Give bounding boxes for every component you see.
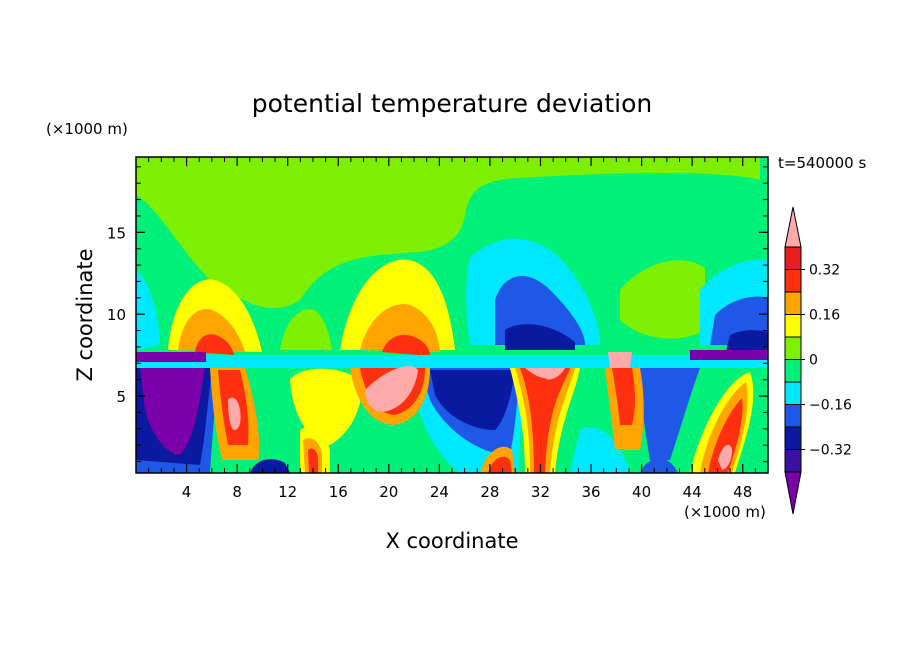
x-tick-label: 36 [581,483,600,501]
contour-region-pink-plume-5 [718,444,732,470]
plot-area [136,157,768,473]
color-legend: 0.32 0.16 0 −0.16 −0.32 [784,206,852,515]
legend-tick-label: −0.16 [809,398,852,414]
contour-region-cyan-left [136,270,160,350]
x-tick-label: 48 [733,483,752,501]
contour-region-yellow-lower-1 [290,368,362,445]
legend-color-box [784,359,802,383]
x-unit-label: (×1000 m) [684,503,766,521]
legend-color-box [784,381,802,405]
contour-region-orange-1 [178,308,245,352]
contour-region-red-2 [382,334,430,356]
y-axis-label: Z coordinate [73,248,97,381]
contour-region-upper-green [136,157,760,309]
x-tick-label: 24 [430,483,449,501]
contour-region-pink-plume-4 [608,352,632,368]
contour-region-purple-lower-left [140,368,205,455]
x-tick-label: 8 [232,483,242,501]
contour-region-pink-plume-2 [365,366,418,412]
contour-region-red-lower-2 [308,448,318,473]
x-tick-label: 28 [480,483,499,501]
y-tick-label: 5 [116,388,126,406]
x-tick-label: 32 [531,483,550,501]
contour-region-green-small [280,309,332,350]
legend-tick-label: 0.16 [809,308,840,324]
contour-region-pink-plume-1 [228,397,241,430]
contour-region-pink-plume-3 [525,368,565,380]
legend-color-box [784,246,802,270]
contour-region-red-plume-4 [612,368,635,425]
contour-region-cyan-lower-right [570,427,630,473]
legend-color-box [784,449,802,473]
legend-color-box [784,336,802,360]
legend-color-box [784,426,802,450]
time-label: t=540000 s [778,154,866,172]
x-tick-label: 16 [329,483,348,501]
legend-bottom-arrow [784,471,802,515]
legend-color-box [784,269,802,293]
contour-region-blue-bottom-2 [640,458,678,473]
contour-region-navy-mid [505,324,575,350]
legend-top-arrow [784,206,802,248]
x-tick-label: 40 [632,483,651,501]
legend-color-box [784,404,802,428]
x-axis: 4 8 12 16 20 24 28 32 36 40 44 48 [148,157,756,501]
x-tick-label: 12 [278,483,297,501]
legend-color-box [784,314,802,338]
contour-band-purple-right [690,350,768,360]
y-unit-label: (×1000 m) [46,120,128,138]
y-tick-label: 10 [107,306,126,324]
contour-region-navy-bottom-1 [250,459,290,473]
contour-region-red-bottom-28 [488,456,512,473]
legend-tick-label: 0 [809,353,818,369]
legend-tick-label: −0.32 [809,443,852,459]
x-axis-label: X coordinate [385,529,518,553]
contour-band-purple-left [136,352,206,362]
legend-color-box [784,291,802,315]
x-tick-label: 20 [379,483,398,501]
contour-region-navy-right [725,330,768,355]
contour-region-upper-green-2 [620,260,705,339]
y-tick-label: 15 [107,224,126,242]
contour-region-navy-lower-mid [430,370,515,430]
y-axis: 5 10 15 [107,166,768,463]
contour-band-cyan [136,355,768,368]
contour-region-red-plume-3 [520,368,570,473]
x-tick-label: 4 [182,483,192,501]
contour-region-blue-lower-right [640,368,700,460]
legend-tick-label: 0.32 [809,263,840,279]
contour-region-red-1 [195,334,234,355]
x-tick-label: 44 [683,483,702,501]
chart-title: potential temperature deviation [252,89,652,118]
contour-region-red-plume-5 [708,398,743,473]
